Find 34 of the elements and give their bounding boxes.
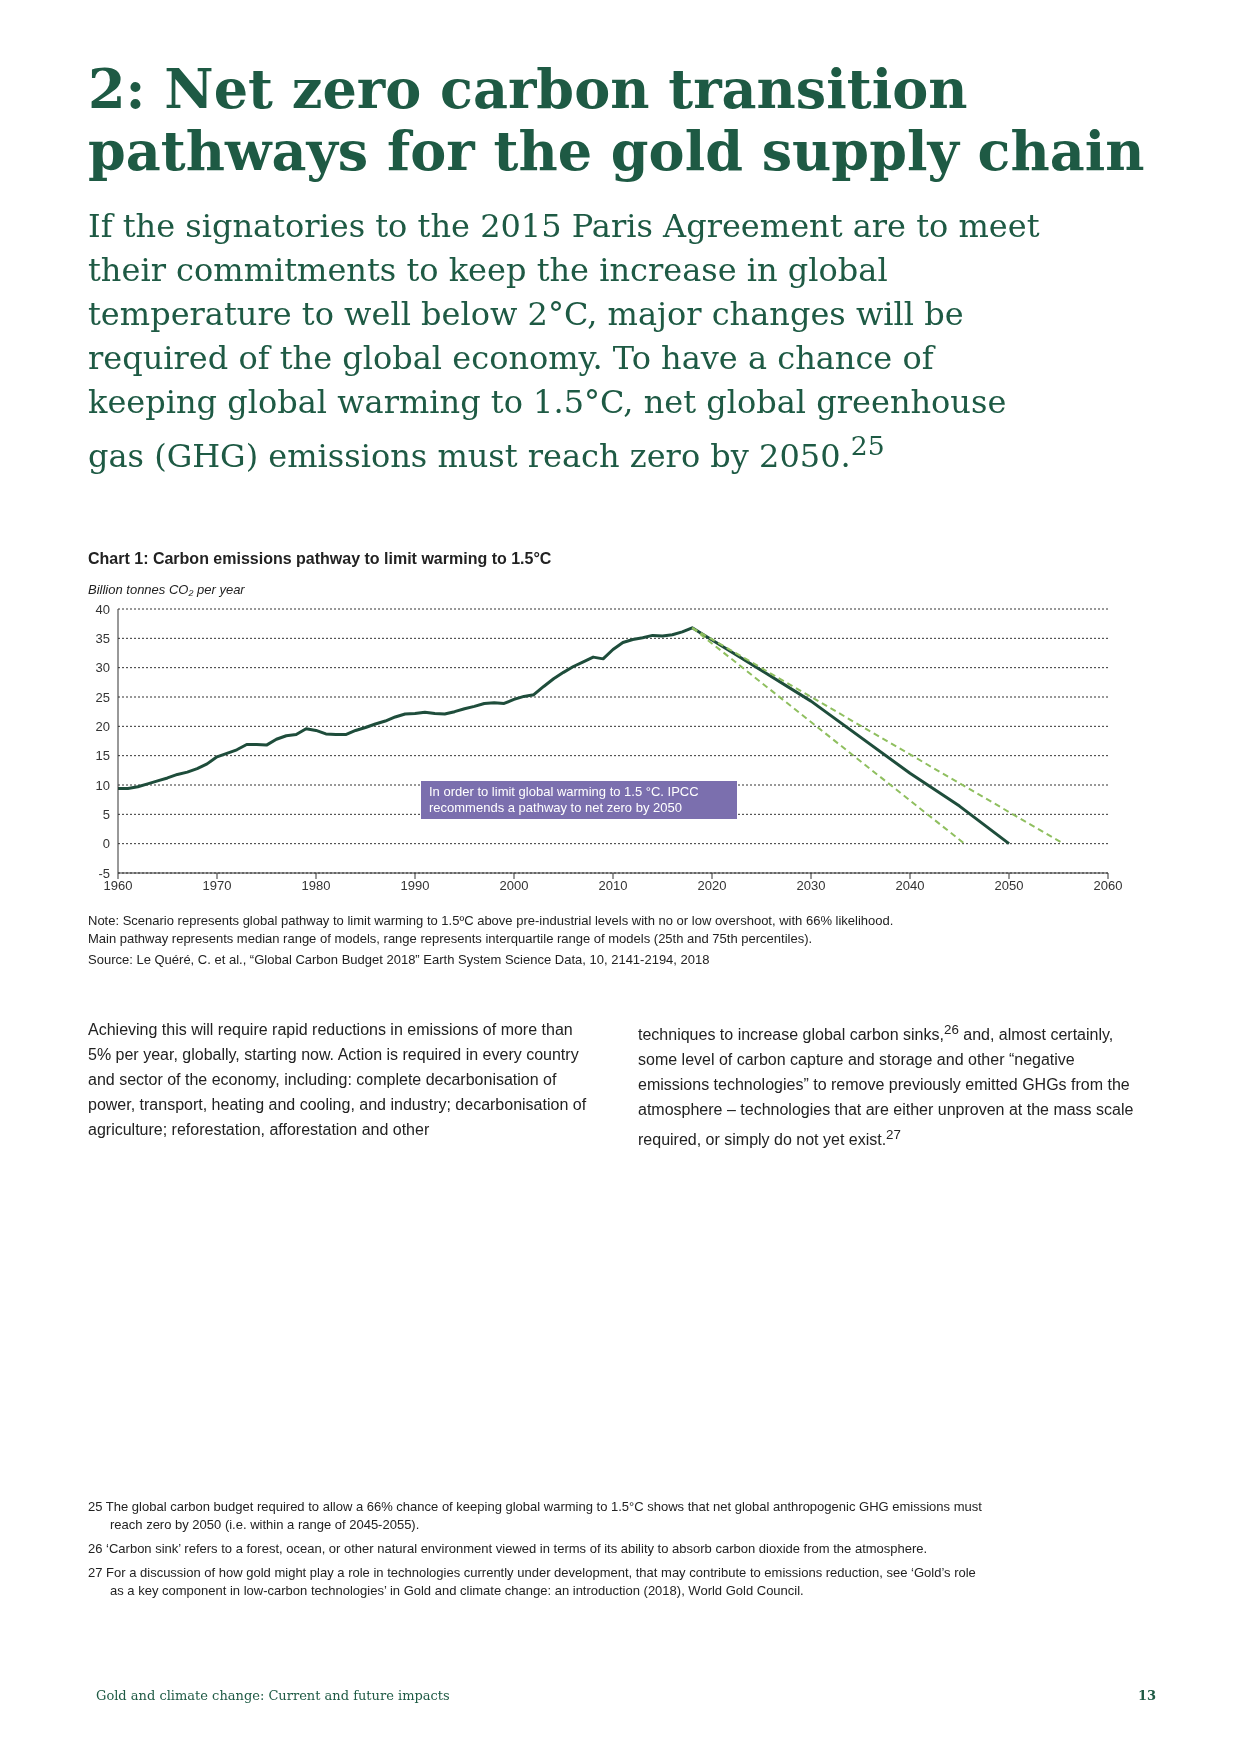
y-tick-label: 10 — [95, 777, 110, 793]
x-tick-label: 1980 — [301, 877, 331, 893]
text: 13 — [1138, 1688, 1157, 1703]
text: 27 For a discussion of how gold might play a role in technologies currently under development, that may contribute to emissions reduction, see ‘Gold’s role as a key component in low-carbon technologies’ in Gold and climate change: an introduction (2018), World Gold Council. — [88, 1564, 977, 1600]
x-tick-label: 1990 — [400, 877, 430, 893]
text: 26 ‘Carbon sink’ refers to a forest, ocean, or other natural environment viewed in terms of its ability to absorb carbon dioxide from the atmosphere. — [88, 1540, 929, 1558]
text: techniques to increase global carbon sinks,$^{26}$ and, almost certainly, some level of carbon capture and storage and other “negative emissions technologies” to remove previously emitted GHGs from the atmosphere – technologies that are either unproven at the mass scale required, or simply do not yet exist.$^{27}$ — [638, 1020, 1135, 1151]
text: Achieving this will require rapid reductions in emissions of more than 5% per year, globally, starting now. Action is required in every country and sector of the economy, including: complete decarbonisation of power, transport, heating and cooling, and industry; decarbonisation of agriculture; reforestation, afforestation and other — [88, 1019, 588, 1140]
x-tick-label: 2030 — [796, 877, 826, 893]
text: Note: Scenario represents global pathway to limit warming to 1.5ºC above pre-industrial levels with no or low overshoot, with 66% likelihood. — [88, 912, 895, 928]
x-tick-label: 2000 — [499, 877, 529, 893]
y-tick-label: 40 — [95, 601, 110, 617]
x-tick-label: 2050 — [994, 877, 1024, 893]
text: Main pathway represents median range of models, range represents interquartile range of models (25th and 75th percentiles). — [88, 930, 814, 946]
text: If the signatories to the 2015 Paris Agreement are to meet their commitments to keep the increase in global temperature to well below 2°C, major changes will be required of the global economy. To have a chance of keeping global warming to 1.5°C, net global greenhouse gas (GHG) emissions must reach zero by 2050.$^{25}$ — [88, 206, 1041, 477]
x-tick-label: 2020 — [697, 877, 727, 893]
y-tick-label: 0 — [102, 835, 110, 851]
y-tick-label: 30 — [95, 659, 110, 675]
y-tick-label: 5 — [102, 806, 110, 822]
y-tick-label: 20 — [95, 718, 110, 734]
source-note: Source: Le Quéré, C. et al., “Global Carbon Budget 2018” Earth System Science Data, 10, 2141-2194, 2018 — [88, 951, 711, 967]
y-axis-title: Billion tonnes CO₂ per year — [88, 581, 246, 597]
text: 25 The global carbon budget required to allow a 66% chance of keeping global warming to 1.5°C shows that net global anthropogenic GHG emissions must reach zero by 2050 (i.e. within a range of 2045-2055). — [88, 1498, 983, 1534]
text: Gold and climate change: Current and future impacts — [96, 1688, 450, 1703]
x-tick-label: 1970 — [202, 877, 232, 893]
y-tick-label: 35 — [95, 630, 110, 646]
y-tick-label: 15 — [95, 747, 110, 763]
x-tick-label: 2040 — [895, 877, 925, 893]
text: 2: Net zero carbon transition pathways for the gold supply chain — [88, 57, 1146, 183]
x-tick-label: 2060 — [1093, 877, 1123, 893]
chart-title: Chart 1: Carbon emissions pathway to limit warming to 1.5°C — [88, 549, 553, 568]
annotation: In order to limit global warming to 1.5 °C. IPCC recommends a pathway to net zero by 2050 — [429, 783, 700, 816]
x-tick-label: 2010 — [598, 877, 628, 893]
y-tick-label: 25 — [95, 689, 110, 705]
